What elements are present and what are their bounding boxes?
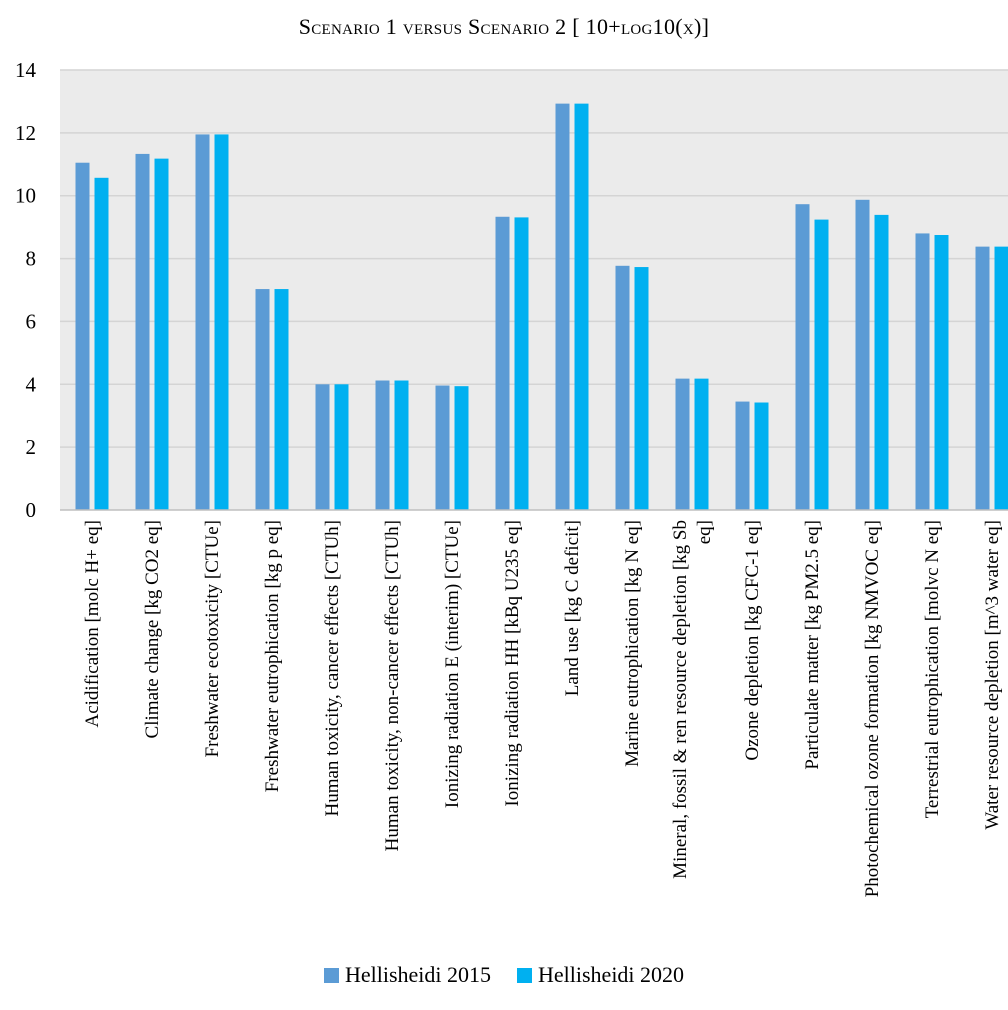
bar-series-1 [315, 384, 330, 510]
x-tick-label: Human toxicity, cancer effects [CTUh] [322, 520, 343, 817]
x-tick-label: Acidification [molc H+ eq] [82, 520, 103, 728]
bar-series-1 [435, 385, 450, 510]
x-tick-label: Freshwater ecotoxicity [CTUe] [202, 520, 223, 757]
bar-series-1 [555, 103, 570, 510]
bar-series-1 [795, 204, 810, 510]
bar-series-2 [694, 378, 709, 510]
legend-label-series-2: Hellisheidi 2020 [538, 962, 685, 987]
bar-series-2 [994, 246, 1008, 510]
x-tick-label: Photochemical ozone formation [kg NMVOC … [862, 520, 883, 897]
bar-series-2 [574, 103, 589, 510]
x-tick-label: Human toxicity, non-cancer effects [CTUh… [382, 520, 403, 851]
bar-series-2 [874, 214, 889, 510]
bar-series-2 [394, 380, 409, 510]
bar-series-2 [934, 235, 949, 510]
bar-series-2 [214, 134, 229, 510]
x-tick-label: Ionizing radiation HH [kBq U235 eq] [502, 520, 523, 807]
bar-series-2 [154, 158, 169, 510]
x-tick-label: Ionizing radiation E (interim) [CTUe] [442, 520, 463, 808]
legend-item-series-1: Hellisheidi 2015 [323, 962, 491, 988]
bar-series-1 [195, 134, 210, 510]
bar-series-1 [495, 216, 510, 510]
bar-series-2 [634, 267, 649, 510]
bar-series-2 [334, 384, 349, 510]
chart-title: Scenario 1 versus Scenario 2 [ 10+log10(… [298, 14, 710, 39]
bar-series-2 [514, 217, 529, 510]
y-tick-label: 4 [26, 372, 37, 396]
bar-series-1 [615, 265, 630, 510]
bar-series-1 [855, 199, 870, 511]
bar-series-1 [75, 162, 90, 510]
bar-series-1 [375, 380, 390, 510]
y-tick-label: 8 [26, 247, 37, 271]
y-tick-label: 0 [26, 498, 37, 522]
y-tick-label: 10 [15, 184, 36, 208]
x-tick-label: Land use [kg C deficit] [562, 520, 583, 696]
legend-item-series-2: Hellisheidi 2020 [517, 962, 684, 988]
legend: Hellisheidi 2015 Hellisheidi 2020 [0, 962, 1008, 988]
x-axis-labels: Acidification [molc H+ eq] Climate change… [82, 520, 1003, 897]
bar-series-2 [274, 289, 289, 510]
x-tick-label: Ozone depletion [kg CFC-1 eq] [742, 520, 763, 761]
legend-label-series-1: Hellisheidi 2015 [344, 962, 491, 987]
y-tick-label: 14 [15, 58, 37, 82]
y-tick-label: 12 [15, 121, 36, 145]
y-tick-label: 6 [26, 309, 37, 333]
y-tick-label: 2 [26, 435, 37, 459]
bars [75, 103, 1008, 511]
bar-series-1 [255, 289, 270, 510]
legend-swatch-series-2 [517, 967, 532, 983]
bar-series-2 [94, 177, 109, 511]
x-tick-label: Water resource depletion [m^3 water eq] [982, 520, 1003, 830]
x-tick-label: Mineral, fossil & ren resource depletion… [670, 520, 715, 879]
x-tick-label: Climate change [kg CO2 eq] [142, 520, 163, 738]
bar-series-1 [915, 233, 930, 510]
x-tick-label: Particulate matter [kg PM2.5 eq] [802, 520, 823, 770]
bar-series-1 [975, 246, 990, 510]
bar-series-2 [814, 219, 829, 510]
x-tick-label: Freshwater eutrophication [kg p eq] [262, 520, 283, 792]
x-tick-label: Terrestrial eutrophication [molvc N eq] [922, 520, 943, 818]
bar-series-2 [754, 402, 769, 510]
y-axis: 0 2 4 6 8 10 12 14 [15, 58, 1008, 522]
bar-series-1 [135, 153, 150, 510]
x-tick-label: Marine eutrophication [kg N eq] [622, 520, 643, 767]
legend-swatch-series-1 [323, 967, 339, 983]
bar-series-2 [454, 386, 469, 510]
bar-series-1 [735, 401, 750, 510]
bar-series-1 [675, 378, 690, 510]
